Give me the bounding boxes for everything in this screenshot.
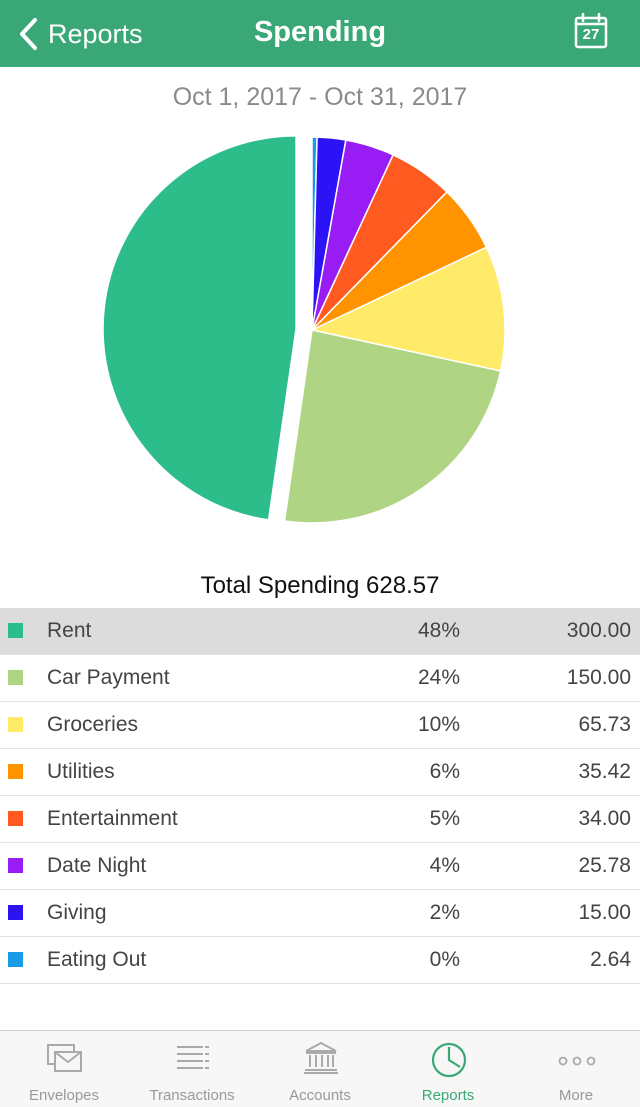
category-amount: 25.78 [578,854,631,877]
category-name: Rent [47,619,92,642]
category-row[interactable]: Groceries 10% 65.73 [0,702,640,749]
category-name: Entertainment [47,807,178,830]
category-row[interactable]: Car Payment 24% 150.00 [0,655,640,702]
category-percent: 6% [429,760,460,783]
tab-transactions[interactable]: Transactions [128,1031,256,1107]
category-name: Groceries [47,713,139,736]
date-range[interactable]: Oct 1, 2017 - Oct 31, 2017 [172,83,468,111]
tab-reports[interactable]: Reports [384,1031,512,1107]
category-row[interactable]: Utilities 6% 35.42 [0,749,640,796]
category-color-swatch [8,717,23,732]
chevron-left-icon [20,18,37,50]
spending-pie-chart[interactable] [0,120,640,560]
tab-label: More [558,1087,594,1104]
calendar-day-number: 27 [582,26,600,43]
bank-icon [304,1041,338,1074]
calendar-icon [574,13,608,49]
category-amount: 15.00 [578,901,631,924]
page-title: Spending [253,16,387,48]
category-row[interactable]: Rent 48% 300.00 [0,608,640,655]
category-percent: 4% [429,854,460,877]
category-color-swatch [8,858,23,873]
category-color-swatch [8,811,23,826]
tab-more[interactable]: More [512,1031,640,1107]
envelopes-icon [47,1044,82,1072]
category-color-swatch [8,905,23,920]
category-percent: 48% [417,619,460,642]
back-button[interactable]: Reports [16,12,143,56]
category-color-swatch [8,952,23,967]
category-name: Giving [47,901,107,924]
category-list: Rent 48% 300.00 Car Payment 24% 150.00 Groceri… [0,608,640,984]
category-amount: 65.73 [578,713,631,736]
category-percent: 24% [417,666,460,689]
tab-label: Transactions [149,1087,235,1104]
more-dots-icon [558,1056,596,1066]
category-row[interactable]: Giving 2% 15.00 [0,890,640,937]
category-name: Car Payment [47,666,170,689]
tab-label: Envelopes [28,1087,100,1104]
back-button-label: Reports [48,18,143,49]
pie-slice-rent[interactable] [102,135,297,521]
tab-envelopes[interactable]: Envelopes [0,1031,128,1107]
navigation-bar: Reports Spending 27 [0,0,640,67]
category-amount: 2.64 [590,948,631,971]
transactions-icon [177,1046,209,1069]
category-color-swatch [8,623,23,638]
category-percent: 10% [417,713,460,736]
category-amount: 300.00 [566,619,631,642]
calendar-button[interactable]: 27 [574,13,608,49]
pie-slice-car-payment[interactable] [283,329,502,524]
category-color-swatch [8,764,23,779]
category-amount: 34.00 [578,807,631,830]
category-percent: 0% [429,948,460,971]
category-name: Eating Out [47,948,147,971]
tab-accounts[interactable]: Accounts [256,1031,384,1107]
category-row[interactable]: Entertainment 5% 34.00 [0,796,640,843]
tab-bar: Envelopes Transactions Accounts [0,1030,640,1107]
category-row[interactable]: Eating Out 0% 2.64 [0,937,640,984]
category-name: Date Night [47,854,147,877]
category-color-swatch [8,670,23,685]
category-percent: 5% [429,807,460,830]
category-percent: 2% [429,901,460,924]
tab-label: Reports [421,1087,475,1104]
category-amount: 150.00 [566,666,631,689]
category-amount: 35.42 [578,760,631,783]
category-name: Utilities [47,760,115,783]
pie-chart-icon [431,1042,467,1078]
total-spending: Total Spending 628.57 [200,572,440,599]
category-row[interactable]: Date Night 4% 25.78 [0,843,640,890]
tab-label: Accounts [289,1087,351,1104]
